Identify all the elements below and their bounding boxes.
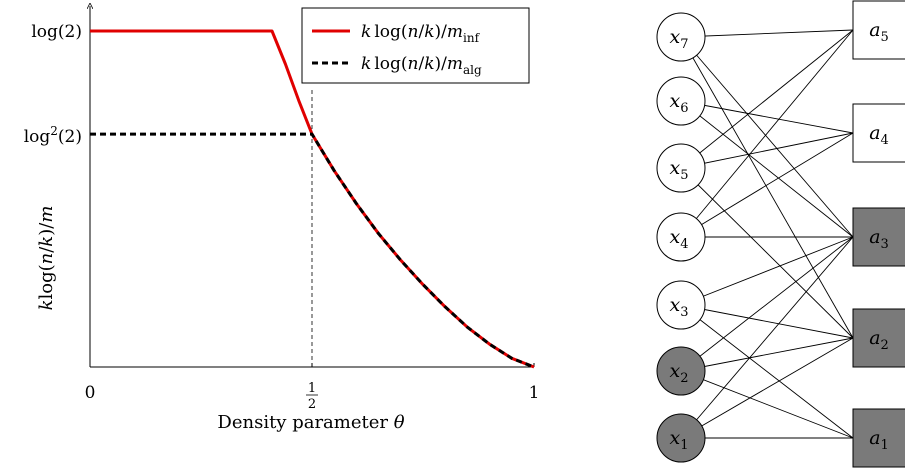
node-a2: a2	[852, 308, 905, 368]
edge-x1-a3	[680, 236, 854, 439]
node-a1: a1	[852, 408, 905, 468]
legend-label-inf: k log(n/k)/minf	[361, 22, 481, 45]
y-axis-label: klog(n/k)/m	[36, 206, 57, 311]
node-circle-x5	[656, 143, 706, 193]
node-circle-x3	[656, 280, 706, 330]
edge-x2-a1	[680, 370, 854, 439]
edge-x6-a4	[680, 100, 854, 134]
x-tick-label-half: 1 2	[306, 381, 318, 412]
edge-x1-a2	[680, 337, 854, 439]
node-x1: x1	[656, 413, 706, 463]
bipartite-graph: x7 x6 x5 x4 x3 x2 x1 a5 a4 a3 a2 a1	[656, 0, 905, 468]
x-tick-half-numerator: 1	[308, 381, 316, 396]
node-box-a1	[852, 408, 905, 468]
x-axis-label: Density parameter θ	[217, 412, 404, 433]
node-circle-x7	[656, 12, 706, 62]
node-x6: x6	[656, 76, 706, 126]
node-label-a4: a4	[869, 122, 889, 148]
density-chart: 0 1 2 1 Density parameter θ log(2) log2(…	[24, 6, 540, 433]
node-circle-x6	[656, 76, 706, 126]
y-tick-label-log2-squared: log2(2)	[24, 124, 82, 147]
x-tick-label-1: 1	[529, 383, 540, 403]
node-circle-x2	[656, 346, 706, 396]
node-label-x7: x7	[670, 26, 689, 52]
series-layer	[90, 29, 535, 369]
edge-x7-a5	[680, 29, 854, 38]
node-label-x6: x6	[670, 90, 689, 116]
node-label-x1: x1	[670, 427, 689, 453]
edge-x5-a5	[680, 29, 854, 169]
node-label-a1: a1	[869, 427, 889, 453]
edge-x3-a1	[680, 304, 854, 439]
node-x7: x7	[656, 12, 706, 62]
node-label-a5: a5	[869, 19, 889, 45]
node-label-x5: x5	[670, 157, 689, 183]
node-label-x2: x2	[670, 360, 689, 386]
node-a5: a5	[852, 0, 905, 60]
node-x5: x5	[656, 143, 706, 193]
node-label-a3: a3	[869, 226, 889, 252]
edge-x3-a2	[680, 304, 854, 339]
edge-x2-a3	[680, 236, 854, 372]
edge-x6-a3	[680, 100, 854, 238]
node-label-x3: x3	[670, 294, 689, 320]
node-box-a5	[852, 0, 905, 60]
node-x2: x2	[656, 346, 706, 396]
node-a4: a4	[852, 103, 905, 163]
legend-box	[301, 7, 530, 84]
node-layer: x7 x6 x5 x4 x3 x2 x1 a5 a4 a3 a2 a1	[656, 0, 905, 468]
x-tick-half-denominator: 2	[308, 397, 316, 412]
edge-x5-a2	[680, 167, 854, 339]
x-tick-label-0: 0	[85, 383, 96, 403]
edge-x3-a3	[680, 236, 854, 306]
node-a3: a3	[852, 207, 905, 267]
node-circle-x4	[656, 212, 706, 262]
node-label-x4: x4	[670, 226, 689, 252]
edge-x4-a5	[680, 29, 854, 238]
node-x4: x4	[656, 212, 706, 262]
legend: k log(n/k)/minf k log(n/k)/malg	[301, 7, 530, 84]
edge-x7-a2	[680, 36, 854, 339]
node-box-a3	[852, 207, 905, 267]
edge-layer	[680, 29, 854, 439]
edge-x5-a4	[680, 132, 854, 169]
node-label-a2: a2	[869, 327, 889, 353]
node-x3: x3	[656, 280, 706, 330]
series-line-alg	[90, 132, 535, 369]
node-box-a2	[852, 308, 905, 368]
edge-x7-a3	[680, 36, 854, 238]
node-box-a4	[852, 103, 905, 163]
y-tick-label-log2: log(2)	[31, 22, 82, 42]
legend-label-alg: k log(n/k)/malg	[361, 54, 482, 77]
edge-x2-a2	[680, 337, 854, 372]
node-circle-x1	[656, 413, 706, 463]
edge-x4-a4	[680, 132, 854, 238]
